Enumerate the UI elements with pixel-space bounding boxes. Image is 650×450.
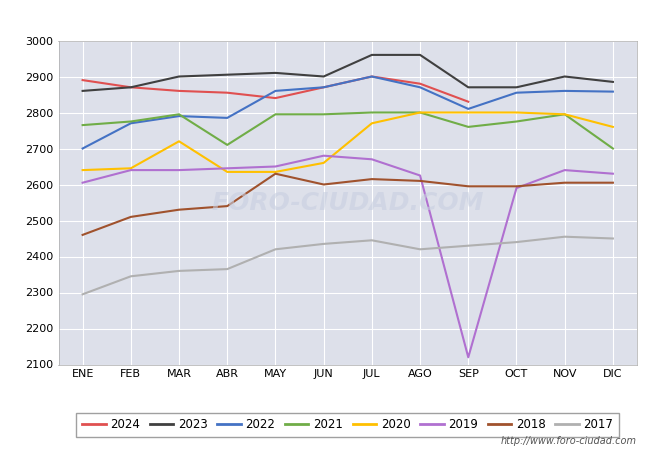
Text: http://www.foro-ciudad.com: http://www.foro-ciudad.com xyxy=(501,436,637,446)
Text: Afiliados en Ólvega a 30/9/2024: Afiliados en Ólvega a 30/9/2024 xyxy=(181,5,469,26)
Legend: 2024, 2023, 2022, 2021, 2020, 2019, 2018, 2017: 2024, 2023, 2022, 2021, 2020, 2019, 2018… xyxy=(76,413,619,437)
Text: FORO-CIUDAD.COM: FORO-CIUDAD.COM xyxy=(211,190,484,215)
